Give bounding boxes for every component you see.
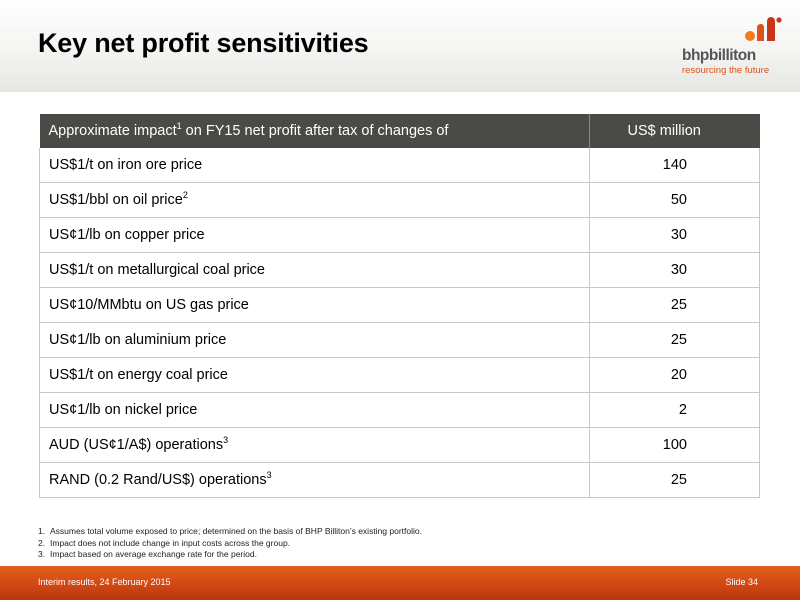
row-label: AUD (US¢1/A$) operations3	[39, 427, 590, 463]
table-row: US¢10/MMbtu on US gas price 25	[39, 287, 760, 323]
footnote: 2. Impact does not include change in inpu…	[38, 537, 291, 548]
footnote: 1. Assumes total volume exposed to price;…	[38, 526, 422, 536]
page-title: Key net profit sensitivities	[38, 28, 369, 58]
row-value: 50	[589, 182, 760, 218]
row-value: 25	[589, 322, 760, 358]
row-value: 100	[589, 427, 760, 463]
table-row: US¢1/lb on nickel price 2	[39, 392, 760, 428]
table-header-row: Approximate impact1 on FY15 net profit a…	[39, 114, 760, 148]
logo-tagline: resourcing the future	[682, 65, 770, 76]
header-description: Approximate impact1 on FY15 net profit a…	[39, 114, 590, 148]
table-row: US$1/t on energy coal price 20	[39, 357, 760, 393]
table-row: US$1/bbl on oil price2 50	[39, 182, 760, 218]
table-row: US¢1/lb on aluminium price 25	[39, 322, 760, 358]
row-value: 20	[589, 357, 760, 393]
company-logo: bhpbilliton resourcing the future	[680, 14, 790, 78]
row-value: 30	[589, 252, 760, 288]
table-body: US$1/t on iron ore price 140 US$1/bbl on o…	[39, 148, 760, 498]
row-value: 140	[589, 148, 760, 183]
footer-date: Interim results, 24 February 2015	[38, 577, 171, 587]
header-value: US$ million	[589, 114, 760, 148]
row-label: RAND (0.2 Rand/US$) operations3	[39, 462, 590, 498]
row-label: US$1/bbl on oil price2	[39, 182, 590, 218]
bhp-logo-icon	[745, 17, 782, 41]
footnotes: 1. Assumes total volume exposed to price;…	[38, 526, 422, 561]
row-label: US$1/t on energy coal price	[39, 357, 590, 393]
slide-footer: Interim results, 24 February 2015 Slide …	[0, 566, 800, 600]
table-row: RAND (0.2 Rand/US$) operations3 25	[39, 462, 760, 498]
table-row: US$1/t on iron ore price 140	[39, 148, 760, 183]
table-row: AUD (US¢1/A$) operations3 100	[39, 427, 760, 463]
slide-header: Key net profit sensitivities bhpbilliton…	[0, 0, 800, 92]
slide-number: Slide 34	[725, 577, 758, 587]
table-row: US¢1/lb on copper price 30	[39, 217, 760, 253]
row-value: 25	[589, 287, 760, 323]
row-label: US¢1/lb on nickel price	[39, 392, 590, 428]
row-value: 30	[589, 217, 760, 253]
row-label: US$1/t on iron ore price	[39, 148, 590, 183]
row-label: US¢1/lb on aluminium price	[39, 322, 590, 358]
sensitivities-table: Approximate impact1 on FY15 net profit a…	[39, 114, 760, 498]
row-label: US¢1/lb on copper price	[39, 217, 590, 253]
row-value: 25	[589, 462, 760, 498]
row-value: 2	[589, 392, 760, 428]
table-row: US$1/t on metallurgical coal price 30	[39, 252, 760, 288]
footnote: 3. Impact based on average exchange rate …	[38, 549, 257, 559]
row-label: US¢10/MMbtu on US gas price	[39, 287, 590, 323]
row-label: US$1/t on metallurgical coal price	[39, 252, 590, 288]
logo-wordmark: bhpbilliton	[682, 47, 756, 64]
